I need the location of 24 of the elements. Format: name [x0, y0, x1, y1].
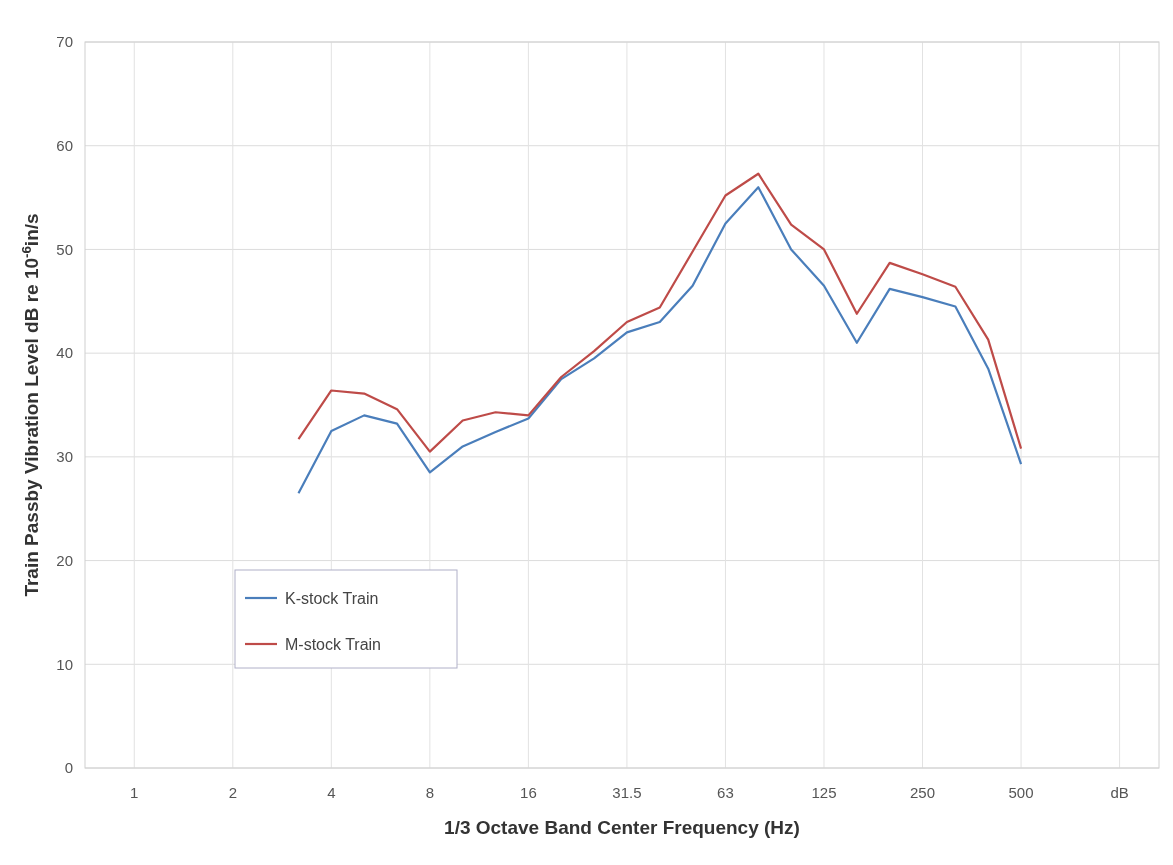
x-tick-label: 8	[425, 784, 435, 801]
x-tick-label: 4	[327, 784, 336, 801]
y-tick-label: 0	[64, 759, 73, 777]
legend-label: K-stock Train	[285, 589, 379, 607]
legend-label: M-stock Train	[285, 635, 382, 653]
x-tick-label: 125	[811, 784, 837, 801]
x-tick-label: 63	[717, 784, 734, 801]
x-tick-label: 2	[228, 784, 237, 801]
x-tick-label: 1	[130, 784, 139, 801]
x-tick-label: 500	[1008, 784, 1034, 801]
x-tick-label: 31.5	[612, 784, 642, 801]
line-series	[297, 186, 1023, 495]
x-tick-label: 250	[910, 784, 936, 801]
y-tick-label: 70	[56, 33, 73, 51]
y-tick-label: 10	[56, 655, 73, 673]
x-tick-label: 16	[520, 784, 537, 801]
x-axis-title: 1/3 Octave Band Center Frequency (Hz)	[444, 817, 800, 838]
y-tick-label: 20	[56, 551, 73, 569]
y-tick-label: 50	[56, 240, 73, 258]
y-tick-label: 40	[56, 344, 73, 362]
x-tick-label: dB	[1110, 784, 1129, 801]
line-series	[297, 172, 1023, 453]
y-tick-label: 60	[56, 136, 73, 154]
y-tick-label: 30	[56, 448, 73, 466]
